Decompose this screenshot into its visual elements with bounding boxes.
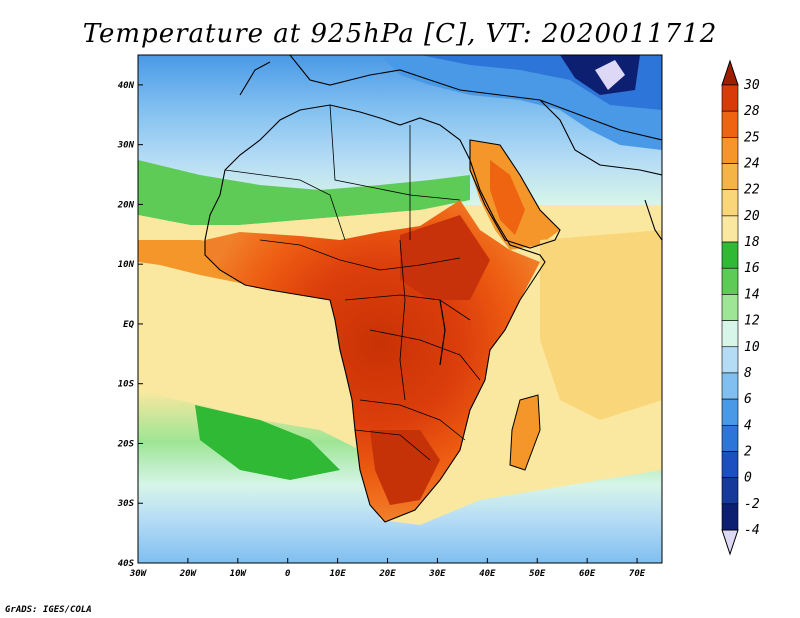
coastlines xyxy=(204,55,662,523)
colorbar-swatch xyxy=(721,84,739,112)
colorbar-label: 4 xyxy=(744,418,752,433)
lat-label: 30N xyxy=(117,141,135,151)
lat-label: 20S xyxy=(117,439,135,449)
central-africa-hot-core xyxy=(400,215,490,300)
colorbar-label: 6 xyxy=(744,392,752,407)
colorbar-swatch xyxy=(721,398,739,426)
colorbar-label: 0 xyxy=(744,471,752,486)
latitude-labels: 40N 30N 20N 10N EQ 10S 20S 30S 40S xyxy=(117,81,143,569)
longitude-labels: 30W 20W 10W 0 10E 20E 30E 40E 50E 60E 70E xyxy=(129,558,646,579)
lat-label: 10N xyxy=(118,260,135,270)
border-7 xyxy=(359,399,466,441)
colorbar-swatch xyxy=(721,451,739,478)
colorbar-swatch xyxy=(721,267,739,295)
arabia-hot-core xyxy=(490,160,525,235)
colorbar-swatch xyxy=(721,110,739,138)
mediterranean-north-coast xyxy=(289,55,662,141)
colorbar-label: 16 xyxy=(744,261,760,276)
border-3 xyxy=(409,125,461,201)
temperature-field xyxy=(138,55,662,563)
lon-label: 30E xyxy=(428,569,446,579)
colorbar-label: -2 xyxy=(744,497,760,512)
southern-africa-hot-core xyxy=(370,430,440,505)
colorbar-label: 25 xyxy=(744,130,760,145)
colorbar-swatch xyxy=(721,215,739,243)
colorbar-swatch xyxy=(721,163,739,191)
colorbar-swatch xyxy=(721,477,739,505)
border-2 xyxy=(329,104,411,240)
lon-label: 10E xyxy=(329,569,346,579)
india-coast xyxy=(644,199,662,241)
colorbar-label: 10 xyxy=(744,340,760,355)
iberia-coast xyxy=(239,61,271,96)
colorbar-swatch xyxy=(721,346,739,374)
colorbar-label: 30 xyxy=(743,78,760,93)
border-1 xyxy=(224,169,346,241)
colorbar-swatch xyxy=(721,503,739,531)
colorbar-label: 20 xyxy=(744,209,760,224)
border-8 xyxy=(354,429,431,461)
map-frame xyxy=(137,54,663,564)
lat-label: 30S xyxy=(117,499,135,509)
grads-credit: GrADS: IGES/COLA xyxy=(5,605,92,615)
border-6 xyxy=(369,329,481,381)
colorbar-label: 14 xyxy=(744,287,760,302)
africa-coastline xyxy=(204,104,546,523)
border-5 xyxy=(344,294,471,321)
arabia-coastline xyxy=(469,139,561,249)
lon-label: 30W xyxy=(129,569,148,579)
colorbar-swatch xyxy=(721,320,739,348)
border-4 xyxy=(259,239,461,271)
indian-ocean-warm xyxy=(540,230,662,420)
colorbar-label: -4 xyxy=(744,523,760,538)
map-title: Temperature at 925hPa [C], VT: 202001171… xyxy=(83,19,718,49)
madagascar xyxy=(509,394,541,471)
colorbar-label: 18 xyxy=(744,235,760,250)
border-9 xyxy=(399,239,406,401)
colorbar-swatch xyxy=(721,424,739,452)
lat-label: 40S xyxy=(118,559,135,569)
colorbar-label: 8 xyxy=(744,366,752,381)
lon-label: 40E xyxy=(479,569,496,579)
lon-label: 20W xyxy=(179,569,198,579)
colorbar-max-arrow xyxy=(721,59,739,86)
lake-tanganyika xyxy=(439,299,446,366)
persian-gulf-coast xyxy=(539,99,662,176)
lat-label: 10S xyxy=(118,380,135,390)
below-min-patch xyxy=(595,60,625,90)
colorbar-swatch xyxy=(721,372,739,400)
lon-label: 10W xyxy=(230,569,248,579)
lon-label: 60E xyxy=(579,569,596,579)
lat-label: EQ xyxy=(123,320,134,330)
colorbar-swatch xyxy=(721,294,739,321)
colorbar-swatch xyxy=(721,241,739,269)
colorbar-label: 22 xyxy=(744,183,760,198)
lon-label: 0 xyxy=(285,569,291,579)
colorbar-label: 12 xyxy=(744,314,760,329)
lon-label: 20E xyxy=(378,569,396,579)
lon-label: 50E xyxy=(529,569,546,579)
colorbar-swatch xyxy=(721,189,739,217)
colorbar-label: 28 xyxy=(744,104,760,119)
colorbar-label: 2 xyxy=(744,444,752,459)
lon-label: 70E xyxy=(629,569,646,579)
lat-label: 40N xyxy=(118,81,135,91)
colorbar-min-arrow xyxy=(721,529,739,556)
sahara-mild-band xyxy=(138,160,470,225)
colorbar-swatch xyxy=(721,137,739,164)
lat-label: 20N xyxy=(117,200,135,210)
colorbar-label: 24 xyxy=(744,157,760,172)
south-atlantic-green-patch xyxy=(195,405,340,480)
